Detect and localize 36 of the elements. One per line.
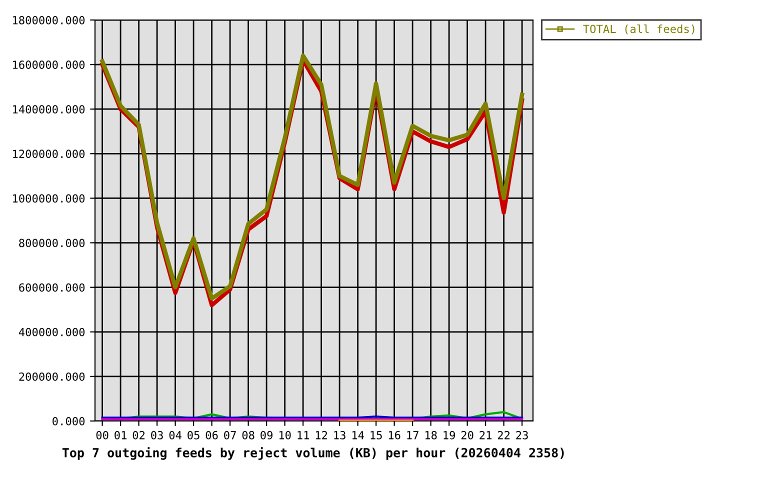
x-tick-label: 22: [498, 430, 510, 440]
x-tick-label: 23: [516, 430, 528, 440]
x-tick-label: 01: [114, 430, 126, 440]
x-tick-label: 06: [206, 430, 218, 440]
x-tick-label: 08: [242, 430, 254, 440]
x-tick-label: 17: [407, 431, 418, 440]
x-tick-label: 09: [260, 430, 272, 440]
y-tick-label: 1400000.000: [13, 105, 85, 114]
y-tick-label: 800000.000: [19, 238, 85, 248]
y-tick-label: 1200000.000: [13, 150, 85, 158]
y-tick-label: 400000.000: [18, 328, 85, 336]
x-tick-label: 18: [425, 430, 437, 440]
x-tick-label: 16: [388, 430, 400, 440]
y-tick-label: 1800000.000: [13, 16, 85, 24]
x-tick-label: 07: [224, 430, 236, 440]
legend-label: TOTAL (all feeds): [583, 24, 694, 34]
x-tick-label: 20: [461, 430, 474, 440]
x-tick-label: 02: [132, 430, 145, 440]
x-tick-label: 21: [480, 430, 492, 440]
x-tick-label: 19: [444, 430, 455, 440]
x-tick-label: 13: [334, 430, 346, 440]
x-tick-label: 11: [298, 431, 309, 440]
y-tick-label: 600000.000: [19, 283, 85, 292]
x-tick-label: 00: [96, 430, 108, 440]
x-tick-label: 12: [316, 430, 328, 440]
x-tick-label: 15: [370, 431, 382, 440]
x-tick-label: 14: [352, 431, 364, 440]
y-tick-label: 1600000.000: [13, 60, 85, 69]
y-tick-label: 200000.000: [19, 372, 85, 381]
x-tick-label: 05: [188, 430, 200, 440]
x-tick-label: 04: [169, 430, 182, 440]
x-tick-label: 03: [151, 430, 163, 440]
x-axis-title: Top 7 outgoing feeds by reject volume (KB) per hour (20260404 2358): [62, 447, 564, 460]
y-tick-label: 0.000: [52, 417, 85, 426]
x-tick-label: 10: [279, 430, 291, 440]
y-tick-label: 1000000.000: [13, 194, 85, 203]
